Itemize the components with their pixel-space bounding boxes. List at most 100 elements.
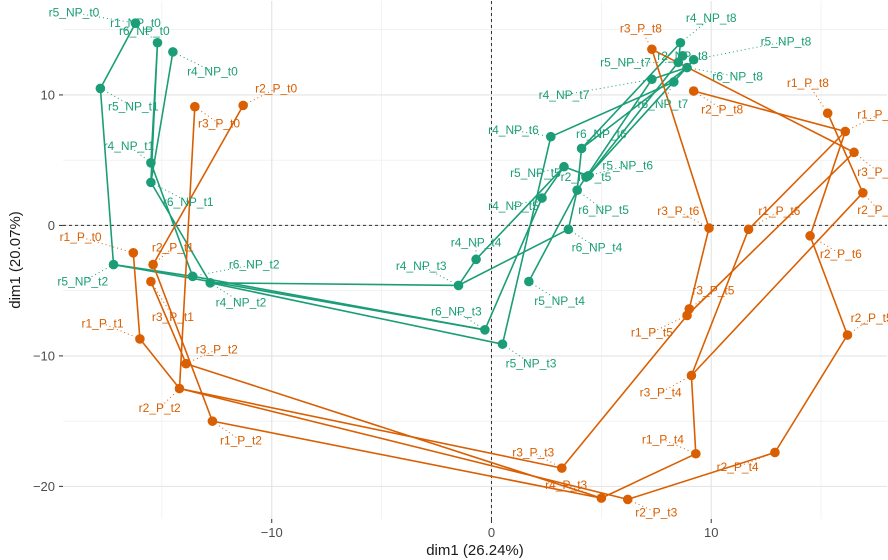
label-leader bbox=[532, 452, 563, 469]
point-label: r3_P_t1 bbox=[152, 310, 194, 324]
data-point bbox=[596, 493, 607, 503]
point-label: r3_P_t6 bbox=[657, 204, 699, 218]
label-leader bbox=[568, 228, 598, 249]
data-point bbox=[238, 100, 248, 111]
data-point bbox=[146, 276, 156, 287]
data-point bbox=[572, 185, 582, 195]
data-point bbox=[622, 494, 633, 505]
point-label: r6_NP_t0 bbox=[119, 24, 170, 38]
data-point bbox=[205, 278, 216, 288]
point-label: r4_NP_t1 bbox=[104, 139, 155, 153]
label-leader bbox=[150, 281, 174, 318]
point-label: r6_NP_t3 bbox=[431, 305, 482, 319]
data-points bbox=[95, 18, 868, 505]
point-labels: r1_NP_t0 r5_NP_t0 r6_NP_t0 r4_NP_t0 r5_NP_t1… bbox=[49, 6, 888, 520]
point-label: r1_P_t5 bbox=[631, 325, 673, 339]
point-label: r5_NP_t0 bbox=[49, 6, 100, 20]
label-leader bbox=[502, 343, 532, 365]
trajectory-np bbox=[457, 258, 477, 286]
label-leader bbox=[535, 166, 565, 174]
label-leader bbox=[102, 322, 141, 340]
data-point bbox=[148, 259, 158, 270]
point-label: r2_P_t3 bbox=[635, 505, 677, 519]
point-label: r5_NP_t7 bbox=[600, 55, 651, 69]
y-tick-label: −10 bbox=[33, 348, 55, 363]
point-label: r4_NP_t4 bbox=[451, 235, 502, 249]
data-point bbox=[647, 74, 657, 85]
data-point bbox=[576, 143, 587, 154]
trajectory-np bbox=[475, 166, 565, 260]
label-leader bbox=[456, 311, 486, 331]
point-label: r2_P_t5 bbox=[851, 311, 888, 325]
point-label: r2_P_t7 bbox=[857, 203, 888, 217]
y-axis-title: dim1 (20.07%) bbox=[7, 211, 24, 309]
point-label: r1_P_t1 bbox=[82, 316, 124, 330]
point-label: r5_NP_t4 bbox=[534, 294, 585, 308]
data-point bbox=[858, 188, 868, 198]
data-point bbox=[770, 447, 780, 458]
point-label: r4_P_t3 bbox=[545, 478, 587, 492]
y-tick-label: 10 bbox=[41, 87, 55, 102]
point-label: r5_NP_t6 bbox=[602, 158, 653, 172]
point-label: r1_P_t0 bbox=[60, 230, 102, 244]
data-point bbox=[181, 358, 191, 369]
trajectory-p bbox=[150, 281, 602, 499]
data-point bbox=[174, 383, 185, 394]
data-point bbox=[691, 448, 701, 459]
label-leader bbox=[143, 30, 158, 44]
point-label: r1_NP_t0 bbox=[110, 16, 161, 30]
point-label: r2_P_t2 bbox=[139, 401, 181, 415]
point-label: r5_NP_t2 bbox=[57, 275, 108, 289]
data-point bbox=[497, 339, 508, 349]
data-point bbox=[688, 54, 699, 65]
data-point bbox=[146, 177, 156, 188]
point-label: r2_P_t8 bbox=[701, 102, 743, 116]
label-leader bbox=[680, 17, 712, 44]
point-label: r4_NP_t8 bbox=[686, 11, 737, 25]
point-label: r4_NP_t7 bbox=[539, 88, 590, 102]
point-label: r2_NP_t8 bbox=[657, 49, 708, 63]
data-point bbox=[669, 77, 679, 87]
data-point bbox=[190, 101, 200, 112]
label-leader bbox=[192, 264, 255, 277]
x-tick-label: 0 bbox=[488, 525, 495, 540]
data-point bbox=[849, 147, 859, 158]
point-label: r1_P_t8 bbox=[787, 76, 829, 90]
data-point bbox=[95, 83, 106, 94]
data-point bbox=[168, 47, 178, 57]
label-leader bbox=[588, 164, 628, 177]
data-point bbox=[128, 248, 139, 258]
label-leader bbox=[172, 51, 213, 72]
data-point bbox=[207, 416, 218, 426]
data-point bbox=[130, 18, 141, 28]
point-label: r2_P_t0 bbox=[255, 81, 297, 95]
point-label: r2_P_t6 bbox=[820, 247, 862, 261]
point-label: r4_NP_t0 bbox=[187, 64, 238, 78]
label-leader bbox=[576, 189, 604, 211]
data-point bbox=[563, 224, 574, 235]
data-point bbox=[743, 224, 754, 235]
data-point bbox=[135, 334, 145, 344]
data-point bbox=[537, 193, 547, 203]
data-point bbox=[453, 280, 464, 291]
point-label: r3_P_t7 bbox=[857, 165, 888, 179]
point-label: r6_NP_t1 bbox=[163, 195, 214, 209]
data-point bbox=[675, 37, 686, 48]
point-label: r4_NP_t2 bbox=[216, 295, 267, 309]
data-point bbox=[805, 231, 815, 241]
point-label: r5_NP_t1 bbox=[108, 100, 159, 114]
point-label: r4_NP_t5 bbox=[488, 199, 539, 213]
label-leader bbox=[73, 12, 136, 24]
label-leader bbox=[686, 67, 738, 78]
point-label: r3_P_t8 bbox=[620, 21, 662, 35]
trajectory-p bbox=[178, 90, 849, 501]
data-point bbox=[187, 271, 198, 282]
point-label: r5_NP_t5 bbox=[510, 166, 561, 180]
point-label: r6_NP_t6 bbox=[576, 127, 627, 141]
data-point bbox=[684, 304, 695, 314]
point-label: r1_P_t7 bbox=[857, 108, 888, 122]
data-point bbox=[822, 108, 833, 119]
point-label: r6_NP_t5 bbox=[578, 203, 629, 217]
x-tick-label: −10 bbox=[261, 525, 283, 540]
trajectory-np bbox=[113, 263, 486, 331]
